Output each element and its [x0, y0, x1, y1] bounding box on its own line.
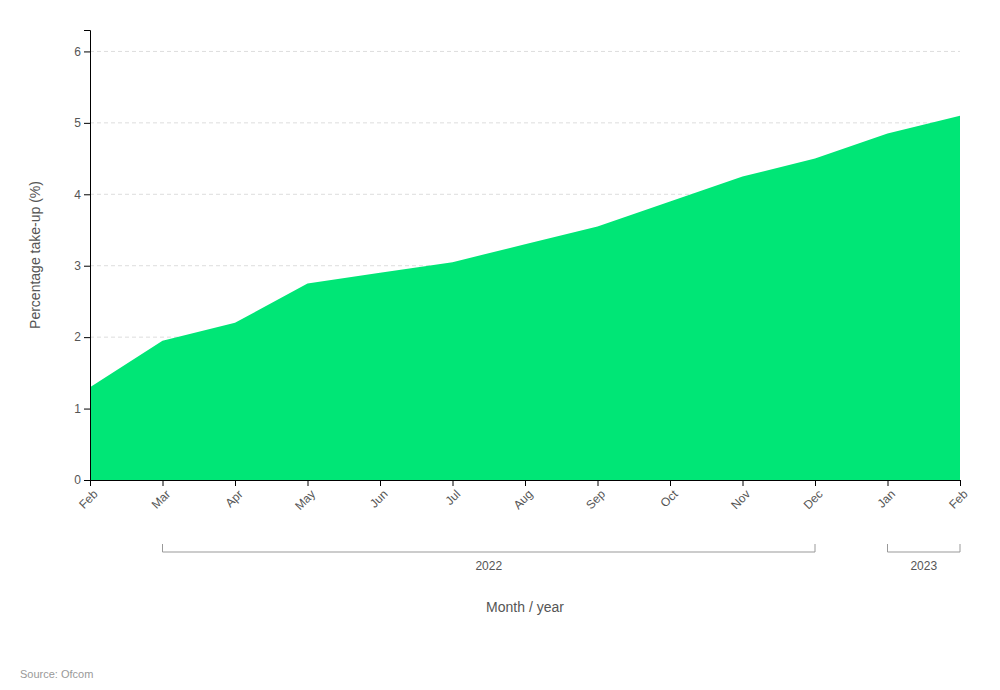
x-tick-label: Oct	[658, 487, 682, 511]
y-tick: 6	[74, 45, 90, 59]
y-tick-mark	[84, 409, 90, 410]
x-tick-mark	[525, 480, 526, 486]
x-tick-label: Dec	[801, 487, 826, 512]
x-tick-label: May	[292, 487, 318, 513]
x-tick-label: Jun	[367, 487, 391, 511]
plot-area	[90, 116, 960, 480]
x-tick-mark	[960, 480, 961, 486]
x-tick-mark	[888, 480, 889, 486]
x-tick-label: Nov	[728, 487, 753, 512]
grid	[90, 51, 960, 480]
y-tick: 1	[74, 402, 90, 416]
x-tick-mark	[163, 480, 164, 486]
source: Source: Ofcom	[20, 668, 93, 680]
x-tick: Oct	[658, 480, 682, 510]
x-tick: Sep	[583, 480, 608, 512]
bracket-line	[888, 552, 961, 553]
y-tick-mark	[84, 123, 90, 124]
y-tick-label: 3	[74, 259, 81, 273]
x-tick: Aug	[511, 480, 536, 512]
x-tick: May	[292, 480, 318, 513]
grid-line	[90, 51, 960, 52]
y-tick-label: 4	[74, 188, 81, 202]
y-tick-mark	[84, 480, 90, 481]
bracket-end	[887, 544, 888, 552]
x-tick: Apr	[223, 480, 246, 510]
x-tick-mark	[90, 480, 91, 486]
x-tick: Mar	[149, 480, 174, 512]
y-axis-line	[84, 31, 91, 481]
chart: 0 1 2 3 4 5 6 Feb Mar Apr May Jun Jul Aug Sep Oct Nov Dec…	[0, 0, 1000, 690]
x-tick-mark	[235, 480, 236, 486]
x-tick-mark	[308, 480, 309, 486]
x-tick: Jan	[875, 480, 899, 511]
y-tick-mark	[84, 266, 90, 267]
x-tick-mark	[743, 480, 744, 486]
x-tick-label: Feb	[76, 487, 101, 512]
annotations: 2022 2023	[163, 544, 961, 573]
x-axis: Feb Mar Apr May Jun Jul Aug Sep Oct Nov Dec Jan Feb	[76, 480, 971, 513]
y-tick: 3	[74, 259, 90, 273]
x-tick: Nov	[728, 480, 753, 512]
x-tick: Dec	[801, 480, 826, 512]
y-tick: 5	[74, 116, 90, 130]
x-tick-mark	[598, 480, 599, 486]
bracket-label: 2023	[910, 559, 937, 573]
y-tick-mark	[84, 337, 90, 338]
y-tick-label: 0	[74, 473, 81, 487]
bracket-label: 2022	[475, 559, 502, 573]
bracket-end	[815, 544, 816, 552]
x-tick-mark	[453, 480, 454, 486]
area	[90, 116, 960, 480]
bracket-end	[162, 544, 163, 552]
y-tick-label: 2	[74, 330, 81, 344]
x-tick-mark	[670, 480, 671, 486]
bracket-end	[960, 544, 961, 552]
x-tick-label: Jul	[442, 487, 463, 508]
x-tick-label: Mar	[149, 487, 174, 512]
y-tick: 4	[74, 188, 90, 202]
y-tick: 2	[74, 330, 90, 344]
x-axis-title: Month / year	[486, 599, 564, 615]
y-tick: 0	[74, 473, 90, 487]
bracket-line	[163, 552, 816, 553]
x-tick-label: Jan	[875, 487, 899, 511]
y-tick-label: 6	[74, 45, 81, 59]
y-axis-title: Percentage take-up (%)	[27, 181, 43, 329]
x-tick: Jul	[442, 480, 463, 508]
x-tick-label: Feb	[946, 487, 971, 512]
x-tick-mark	[380, 480, 381, 486]
x-tick-label: Sep	[583, 487, 608, 512]
y-tick-label: 5	[74, 116, 81, 130]
x-tick-label: Aug	[511, 487, 536, 512]
x-tick: Feb	[76, 480, 101, 512]
x-tick-label: Apr	[223, 487, 246, 510]
grid-line	[90, 122, 960, 123]
y-tick-mark	[84, 194, 90, 195]
x-tick-mark	[815, 480, 816, 486]
y-tick-label: 1	[74, 402, 81, 416]
y-axis: 0 1 2 3 4 5 6	[74, 31, 90, 488]
x-tick: Jun	[367, 480, 391, 511]
x-tick: Feb	[946, 480, 971, 512]
y-tick-mark	[84, 51, 90, 52]
x-axis-line	[91, 481, 961, 487]
